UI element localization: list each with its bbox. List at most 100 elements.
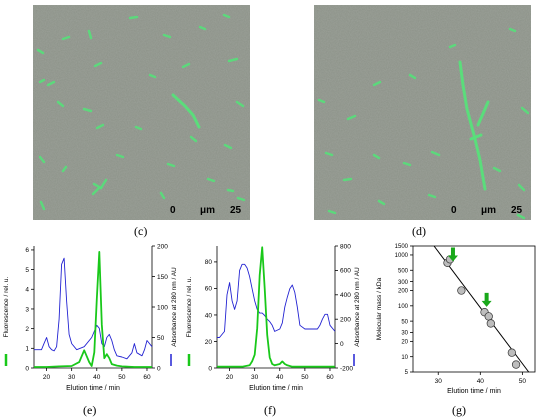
fibril (516, 213, 526, 220)
y-left-tick-label: 40 (205, 312, 213, 319)
micrograph-d: 0 μm 25 (314, 5, 531, 220)
chart-f: 20 30 40 50 60 0 20 40 60 80 -200 0 200 400 600 800 Elut… (183, 238, 365, 403)
fibril (372, 80, 382, 87)
x-tick-label: 40 (93, 374, 101, 381)
fibril-bundle (458, 60, 487, 191)
fibril (61, 35, 71, 41)
y-right-tick-label: 200 (340, 317, 351, 324)
fibril (46, 80, 56, 87)
y-left-tick-label: 3 (25, 306, 29, 313)
fibril (408, 73, 417, 80)
data-point (486, 319, 495, 328)
fibril (95, 123, 105, 130)
scale-start-c: 0 (170, 205, 176, 216)
y-right-tick-label: 100 (157, 304, 168, 311)
panel-label-f: (f) (264, 403, 276, 417)
micrograph-c: 0 μm 25 (33, 5, 250, 220)
scale-unit-c: μm (200, 205, 216, 216)
y-left-tick-label: 4 (25, 287, 29, 294)
fibril-bundle (171, 93, 201, 129)
fibril (134, 125, 143, 131)
x-tick-label: 60 (326, 374, 334, 381)
scale-start-d: 0 (451, 205, 457, 216)
y-tick-label: 1000 (395, 253, 409, 259)
y-tick-label: 500 (398, 268, 409, 274)
fibril (87, 29, 93, 40)
fibril (56, 100, 65, 108)
fibril (181, 62, 191, 69)
x-tick-label: 30 (435, 378, 443, 385)
fibril (39, 200, 46, 211)
x-tick-label: 50 (519, 378, 527, 385)
fibril (128, 15, 139, 20)
micrograph-texture (314, 5, 531, 220)
fibril (235, 100, 245, 108)
fibril-bundle (469, 133, 483, 141)
y-tick-label: 50 (401, 319, 408, 325)
x-axis-title: Elution time / min (447, 388, 501, 395)
fibril (198, 25, 207, 31)
y-right-tick-label: 800 (340, 243, 351, 250)
y-left-tick-label: 2 (25, 326, 29, 333)
data-point (457, 286, 466, 295)
y-left-axis-title: Fluorescence / rel. u. (186, 276, 193, 337)
data-point (507, 348, 517, 357)
fibril (508, 27, 517, 33)
y-right-tick-label: 200 (157, 243, 168, 250)
chart-e: 20 30 40 50 60 0 1 2 3 4 5 6 0 50 100 150 200 Elution tim… (0, 238, 182, 403)
y-tick-label: 1500 (395, 244, 409, 250)
fibril (226, 188, 235, 193)
y-tick-label: 100 (398, 304, 409, 310)
y-tick-label: 30 (401, 331, 408, 337)
y-right-tick-label: 400 (340, 292, 351, 299)
y-right-axis-title: Absorbance at 280 nm / AU (171, 267, 178, 347)
panel-label-c: (c) (134, 224, 148, 238)
fibril (148, 73, 157, 79)
y-axis-title: Molecular mass / kDa (376, 277, 383, 340)
fibril (166, 162, 176, 168)
scale-end-c: 25 (230, 205, 242, 216)
y-right-axis-title: Absorbance at 280 nm / AU (354, 267, 361, 347)
y-left-tick-label: 5 (25, 267, 29, 274)
micrograph-c-image (33, 5, 250, 220)
panel-label-e: (e) (83, 403, 97, 417)
y-left-tick-label: 1 (25, 346, 29, 353)
y-left-tick-label: 0 (208, 365, 212, 372)
y-tick-label: 10 (401, 355, 408, 361)
series-line-fluorescence (34, 251, 152, 368)
fibril (342, 177, 353, 182)
fibril (346, 114, 357, 121)
x-tick-label: 20 (43, 374, 51, 381)
fibril (223, 143, 233, 150)
scale-unit-d: μm (481, 205, 497, 216)
fibril (430, 150, 441, 157)
fibril (317, 98, 326, 104)
y-left-tick-label: 20 (205, 339, 213, 346)
fibril (206, 177, 216, 183)
series-line-fluorescence (217, 246, 335, 368)
x-tick-label: 60 (143, 374, 151, 381)
plot-frame (412, 245, 536, 373)
x-tick-label: 50 (301, 374, 309, 381)
fibril (448, 43, 457, 49)
y-right-tick-label: 0 (340, 341, 344, 348)
y-tick-label: 20 (401, 340, 408, 346)
y-left-tick-label: 0 (25, 365, 29, 372)
fibril (82, 107, 93, 113)
data-point (511, 360, 521, 369)
fibril (162, 33, 172, 39)
fibril (61, 165, 68, 173)
fibril (236, 196, 246, 202)
chart-g: 30 40 50 5 10 20 30 50 100 200 300 500 1000 1500 Eluti… (367, 238, 550, 403)
fibril (324, 151, 334, 157)
y-right-tick-label: -200 (340, 365, 353, 372)
fibril (327, 209, 337, 215)
x-tick-label: 40 (477, 378, 485, 385)
fibril (227, 57, 239, 63)
fibril (402, 161, 412, 167)
fibril (115, 153, 125, 159)
y-tick-label: 200 (398, 289, 409, 295)
panel-label-g: (g) (452, 403, 466, 417)
fibril (520, 106, 530, 115)
y-right-tick-label: 50 (157, 335, 165, 342)
